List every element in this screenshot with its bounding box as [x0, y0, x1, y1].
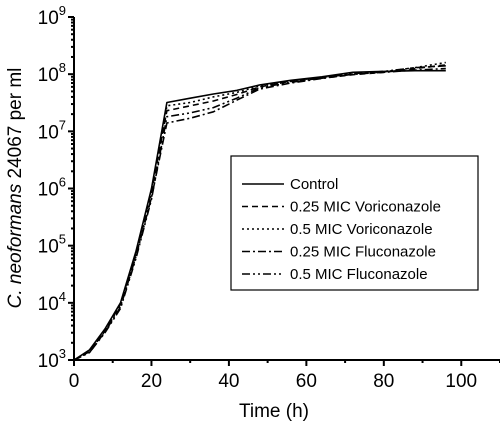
series-line-4	[73, 65, 446, 361]
x-tick-label: 80	[373, 371, 394, 392]
legend-label-0: Control	[290, 176, 338, 193]
series-layer	[73, 61, 446, 361]
x-ticks: 0 20 40 60 80 100	[69, 360, 500, 392]
x-tick-label: 40	[218, 371, 239, 392]
legend-label-2: 0.5 MIC Voriconazole	[290, 221, 433, 238]
legend-label-1: 0.25 MIC Voriconazole	[290, 199, 441, 216]
y-axis-title-species: C. neoformans	[5, 183, 26, 308]
series-line-3	[73, 67, 446, 361]
legend-label-4: 0.5 MIC Fluconazole	[290, 266, 428, 283]
x-tick-label: 20	[141, 371, 162, 392]
y-tick-label: 106	[38, 175, 66, 201]
y-axis-title-rest: 24067 per ml	[5, 68, 26, 184]
y-tick-label: 107	[38, 117, 66, 143]
y-tick-label: 103	[38, 346, 66, 372]
y-tick-label: 109	[38, 3, 66, 29]
legend-label-3: 0.25 MIC Fluconazole	[290, 244, 436, 261]
x-tick-label: 100	[445, 371, 477, 392]
y-ticks: 103 104 105 106 107 108 109	[38, 3, 74, 372]
x-tick-label: 60	[296, 371, 317, 392]
y-tick-label: 105	[38, 232, 66, 258]
y-tick-label: 104	[38, 289, 66, 315]
x-tick-label: 0	[69, 371, 80, 392]
legend-items: Control 0.25 MIC Voriconazole 0.5 MIC Vori…	[242, 176, 441, 283]
x-axis-title: Time (h)	[239, 401, 309, 422]
legend: Control 0.25 MIC Voriconazole 0.5 MIC Vori…	[230, 155, 479, 291]
legend-box	[230, 155, 479, 291]
series-line-2	[73, 61, 446, 361]
y-axis-title: C. neoformans 24067 per ml	[5, 68, 26, 309]
y-tick-label: 108	[38, 60, 66, 86]
